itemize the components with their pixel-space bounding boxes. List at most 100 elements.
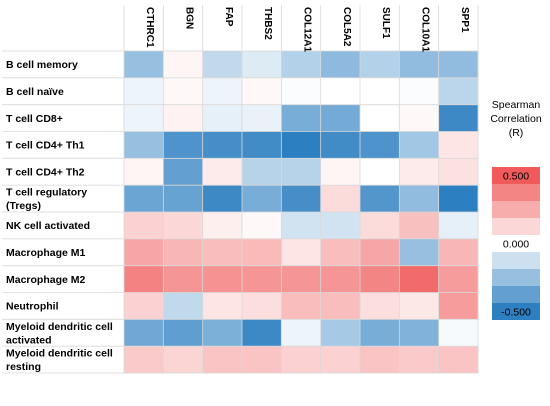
column-label-fap: FAP: [223, 7, 234, 27]
column-label-bgn: BGN: [184, 7, 195, 29]
heatmap-cell-t-cell-cd4-th1-col12a1: [281, 131, 321, 159]
column-label-sulf1: SULF1: [380, 7, 391, 39]
legend-swatch: [492, 303, 540, 320]
column-label-cthrc1: CTHRC1: [144, 7, 155, 48]
heatmap-cell-neutrophil-sulf1: [360, 292, 400, 320]
legend-tick-label: 0.000: [503, 239, 529, 251]
heatmap-cell-neutrophil-fap: [202, 292, 243, 320]
heatmap-cell-b-cell-memory-sulf1: [360, 51, 400, 79]
row-labels: B cell memory B cell naïve T cell CD8+ T ce…: [6, 59, 113, 373]
row-label-neutrophil: Neutrophil: [6, 301, 59, 313]
heatmap-cell-neutrophil-spp1: [438, 292, 479, 320]
heatmap-cell-nk-cell-activated-col12a1: [281, 212, 321, 240]
heatmap-cell-b-cell-memory-bgn: [163, 51, 203, 79]
heatmap-cell-macrophage-m1-spp1: [438, 238, 479, 266]
heatmap-cells: [124, 51, 479, 374]
heatmap-cell-myeloid-dendritic-cell-resting-sulf1: [360, 346, 400, 374]
heatmap-cell-b-cell-na-ve-sulf1: [360, 77, 400, 105]
legend-swatch: [492, 201, 540, 218]
heatmap-cell-t-cell-cd4-th1-col5a2: [320, 131, 361, 159]
legend-swatch: [492, 286, 540, 303]
heatmap-cell-nk-cell-activated-sulf1: [360, 212, 400, 240]
heatmap-cell-myeloid-dendritic-cell-resting-cthrc1: [124, 346, 164, 374]
legend-swatch: [492, 167, 540, 184]
heatmap-cell-neutrophil-col12a1: [281, 292, 321, 320]
heatmap-cell-t-cell-cd8-thbs2: [242, 104, 282, 132]
heatmap-cell-neutrophil-col5a2: [320, 292, 361, 320]
heatmap-cell-myeloid-dendritic-cell-activated-sulf1: [360, 319, 400, 347]
heatmap-cell-macrophage-m2-bgn: [163, 265, 203, 293]
heatmap-cell-macrophage-m1-col5a2: [320, 238, 361, 266]
legend-swatch: [492, 218, 540, 235]
heatmap-cell-macrophage-m1-col12a1: [281, 238, 321, 266]
heatmap-cell-t-cell-cd4-th2-col12a1: [281, 158, 321, 186]
heatmap-cell-macrophage-m2-col10a1: [399, 265, 439, 293]
heatmap-cell-t-cell-regulatory-tregs-spp1: [438, 185, 479, 213]
heatmap-cell-neutrophil-col10a1: [399, 292, 439, 320]
heatmap-cell-t-cell-cd4-th2-col5a2: [320, 158, 361, 186]
heatmap-cell-myeloid-dendritic-cell-activated-bgn: [163, 319, 203, 347]
heatmap-cell-b-cell-na-ve-thbs2: [242, 77, 282, 105]
heatmap-cell-b-cell-memory-thbs2: [242, 51, 282, 79]
heatmap-cell-nk-cell-activated-bgn: [163, 212, 203, 240]
heatmap-cell-nk-cell-activated-col5a2: [320, 212, 361, 240]
heatmap-cell-b-cell-na-ve-col10a1: [399, 77, 439, 105]
heatmap-cell-myeloid-dendritic-cell-activated-thbs2: [242, 319, 282, 347]
heatmap-cell-t-cell-cd4-th1-spp1: [438, 131, 479, 159]
heatmap-cell-myeloid-dendritic-cell-resting-col5a2: [320, 346, 361, 374]
row-label-myeloid-dendritic-cell-resting: Myeloid dendritic cell resting: [6, 348, 113, 374]
heatmap-cell-nk-cell-activated-spp1: [438, 212, 479, 240]
legend-swatch: [492, 184, 540, 201]
heatmap-cell-macrophage-m2-thbs2: [242, 265, 282, 293]
row-label-b-cell-na-ve: B cell naïve: [6, 86, 64, 98]
heatmap-cell-myeloid-dendritic-cell-activated-cthrc1: [124, 319, 164, 347]
column-label-col5a2: COL5A2: [341, 7, 352, 47]
heatmap-cell-myeloid-dendritic-cell-activated-col10a1: [399, 319, 439, 347]
heatmap-cell-t-cell-cd4-th2-bgn: [163, 158, 203, 186]
heatmap-cell-neutrophil-bgn: [163, 292, 203, 320]
heatmap-cell-t-cell-regulatory-tregs-sulf1: [360, 185, 400, 213]
heatmap-cell-neutrophil-cthrc1: [124, 292, 164, 320]
heatmap-cell-nk-cell-activated-col10a1: [399, 212, 439, 240]
heatmap-cell-macrophage-m1-col10a1: [399, 238, 439, 266]
heatmap-cell-b-cell-memory-cthrc1: [124, 51, 164, 79]
heatmap-cell-b-cell-na-ve-col12a1: [281, 77, 321, 105]
heatmap-cell-macrophage-m1-thbs2: [242, 238, 282, 266]
heatmap-cell-t-cell-regulatory-tregs-fap: [202, 185, 243, 213]
heatmap-cell-macrophage-m1-cthrc1: [124, 238, 164, 266]
heatmap-cell-b-cell-memory-col10a1: [399, 51, 439, 79]
heatmap-cell-t-cell-cd4-th1-cthrc1: [124, 131, 164, 159]
heatmap-cell-myeloid-dendritic-cell-resting-fap: [202, 346, 243, 374]
heatmap-cell-t-cell-cd4-th2-spp1: [438, 158, 479, 186]
legend-tick-label: -0.500: [501, 307, 531, 319]
heatmap-cell-myeloid-dendritic-cell-activated-col5a2: [320, 319, 361, 347]
heatmap-cell-t-cell-cd4-th2-sulf1: [360, 158, 400, 186]
row-label-b-cell-memory: B cell memory: [6, 59, 78, 71]
heatmap-cell-macrophage-m2-cthrc1: [124, 265, 164, 293]
column-label-spp1: SPP1: [459, 7, 470, 33]
heatmap-cell-t-cell-regulatory-tregs-col5a2: [320, 185, 361, 213]
heatmap-cell-t-cell-cd4-th2-cthrc1: [124, 158, 164, 186]
heatmap-cell-myeloid-dendritic-cell-activated-col12a1: [281, 319, 321, 347]
heatmap-cell-t-cell-cd8-col10a1: [399, 104, 439, 132]
heatmap-cell-neutrophil-thbs2: [242, 292, 282, 320]
heatmap-cell-nk-cell-activated-fap: [202, 212, 243, 240]
heatmap-cell-b-cell-memory-col12a1: [281, 51, 321, 79]
heatmap-cell-myeloid-dendritic-cell-resting-thbs2: [242, 346, 282, 374]
heatmap-cell-macrophage-m1-sulf1: [360, 238, 400, 266]
heatmap-cell-t-cell-cd8-bgn: [163, 104, 203, 132]
heatmap-cell-t-cell-cd4-th2-fap: [202, 158, 243, 186]
heatmap-cell-macrophage-m2-sulf1: [360, 265, 400, 293]
heatmap-cell-b-cell-memory-fap: [202, 51, 243, 79]
heatmap-cell-b-cell-na-ve-bgn: [163, 77, 203, 105]
row-label-t-cell-regulatory-tregs: T cell regulatory (Tregs): [6, 187, 87, 213]
row-label-nk-cell-activated: NK cell activated: [6, 220, 90, 232]
heatmap-cell-t-cell-cd4-th2-col10a1: [399, 158, 439, 186]
column-label-col12a1: COL12A1: [302, 7, 313, 52]
heatmap-cell-t-cell-regulatory-tregs-col10a1: [399, 185, 439, 213]
heatmap-cell-macrophage-m2-spp1: [438, 265, 479, 293]
heatmap-cell-t-cell-regulatory-tregs-thbs2: [242, 185, 282, 213]
heatmap-cell-t-cell-cd8-col5a2: [320, 104, 361, 132]
heatmap-cell-t-cell-cd4-th1-fap: [202, 131, 243, 159]
